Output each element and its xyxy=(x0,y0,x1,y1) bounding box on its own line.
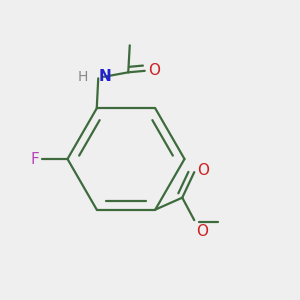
Text: O: O xyxy=(197,163,209,178)
Text: O: O xyxy=(148,63,160,78)
Text: N: N xyxy=(98,69,111,84)
Text: H: H xyxy=(77,70,88,84)
Text: F: F xyxy=(31,152,40,166)
Text: O: O xyxy=(196,224,208,239)
